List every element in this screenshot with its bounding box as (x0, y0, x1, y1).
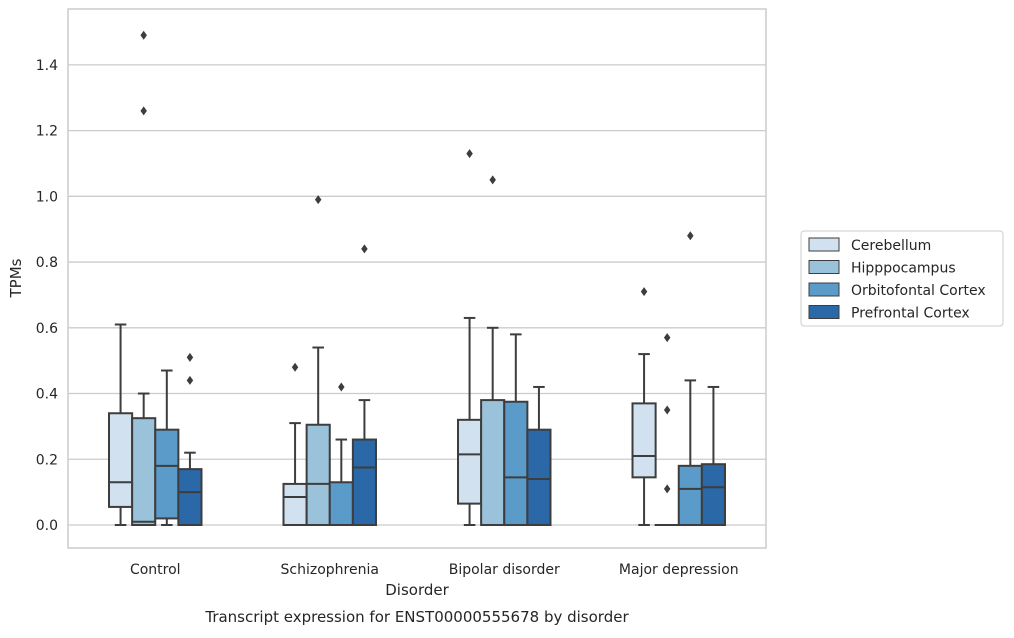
outlier-point (338, 382, 344, 391)
outlier-point (687, 231, 693, 240)
box-body (330, 482, 353, 525)
box-orbitofontal-cortex-2 (504, 334, 527, 525)
box-hipppocampus-3 (656, 333, 679, 525)
legend-swatch (809, 238, 839, 251)
y-tick-label: 0.2 (36, 452, 58, 468)
box-body (527, 430, 550, 525)
legend-swatch (809, 306, 839, 319)
outlier-point (140, 31, 146, 40)
y-axis-label: TPMs (7, 258, 25, 298)
legend-label: Prefrontal Cortex (851, 306, 970, 322)
box-hipppocampus-0 (132, 31, 155, 525)
outlier-point (664, 333, 670, 342)
box-prefrontal-cortex-0 (178, 353, 201, 525)
box-cerebellum-0 (109, 325, 132, 525)
box-orbitofontal-cortex-3 (679, 231, 702, 525)
box-cerebellum-1 (284, 363, 307, 525)
outlier-point (292, 363, 298, 372)
y-tick-label: 1.0 (36, 189, 58, 205)
legend-swatch (809, 261, 839, 274)
box-hipppocampus-2 (481, 175, 504, 525)
legend-swatch (809, 283, 839, 296)
outlier-point (187, 353, 193, 362)
box-cerebellum-2 (458, 149, 481, 525)
legend-label: Hipppocampus (851, 261, 956, 277)
outlier-point (466, 149, 472, 158)
box-prefrontal-cortex-1 (353, 244, 376, 525)
outlier-point (664, 484, 670, 493)
box-orbitofontal-cortex-1 (330, 382, 353, 525)
x-tick-label: Control (130, 562, 181, 578)
box-body (284, 484, 307, 525)
y-tick-labels: 0.0 0.2 0.4 0.6 0.8 1.0 1.2 1.4 (36, 58, 58, 534)
y-tick-label: 0.8 (36, 255, 58, 271)
x-tick-label: Major depression (619, 562, 739, 578)
box-body (307, 425, 330, 525)
x-tick-label: Bipolar disorder (449, 562, 560, 578)
box-body (504, 402, 527, 525)
y-tick-label: 0.6 (36, 321, 58, 337)
box-prefrontal-cortex-3 (702, 387, 725, 525)
box-body (702, 464, 725, 525)
chart-caption: Transcript expression for ENST0000055567… (204, 608, 629, 626)
y-tick-label: 1.2 (36, 124, 58, 140)
box-body (481, 400, 504, 525)
legend-label: Cerebellum (851, 238, 931, 254)
y-tick-label: 0.4 (36, 387, 58, 403)
box-prefrontal-cortex-2 (527, 387, 550, 525)
box-cerebellum-3 (633, 287, 656, 525)
box-body (132, 418, 155, 525)
x-tick-label: Schizophrenia (281, 562, 379, 578)
outlier-point (641, 287, 647, 296)
outlier-point (489, 175, 495, 184)
box-body (679, 466, 702, 525)
outlier-point (140, 106, 146, 115)
x-tick-labels: Control Schizophrenia Bipolar disorder Majo… (130, 562, 739, 578)
outlier-point (187, 376, 193, 385)
outlier-point (361, 244, 367, 253)
box-body (178, 469, 201, 525)
y-tick-label: 0.0 (36, 518, 58, 534)
box-body (458, 420, 481, 504)
legend-label: Orbitofontal Cortex (851, 283, 986, 299)
outlier-point (664, 405, 670, 414)
x-axis-label: Disorder (385, 581, 449, 599)
box-body (155, 430, 178, 519)
legend: Cerebellum Hipppocampus Orbitofontal Corte… (801, 231, 1003, 326)
box-body (633, 403, 656, 477)
boxes-layer (109, 31, 725, 525)
box-body (353, 440, 376, 525)
y-tick-label: 1.4 (36, 58, 58, 74)
box-hipppocampus-1 (307, 195, 330, 525)
box-body (109, 413, 132, 507)
